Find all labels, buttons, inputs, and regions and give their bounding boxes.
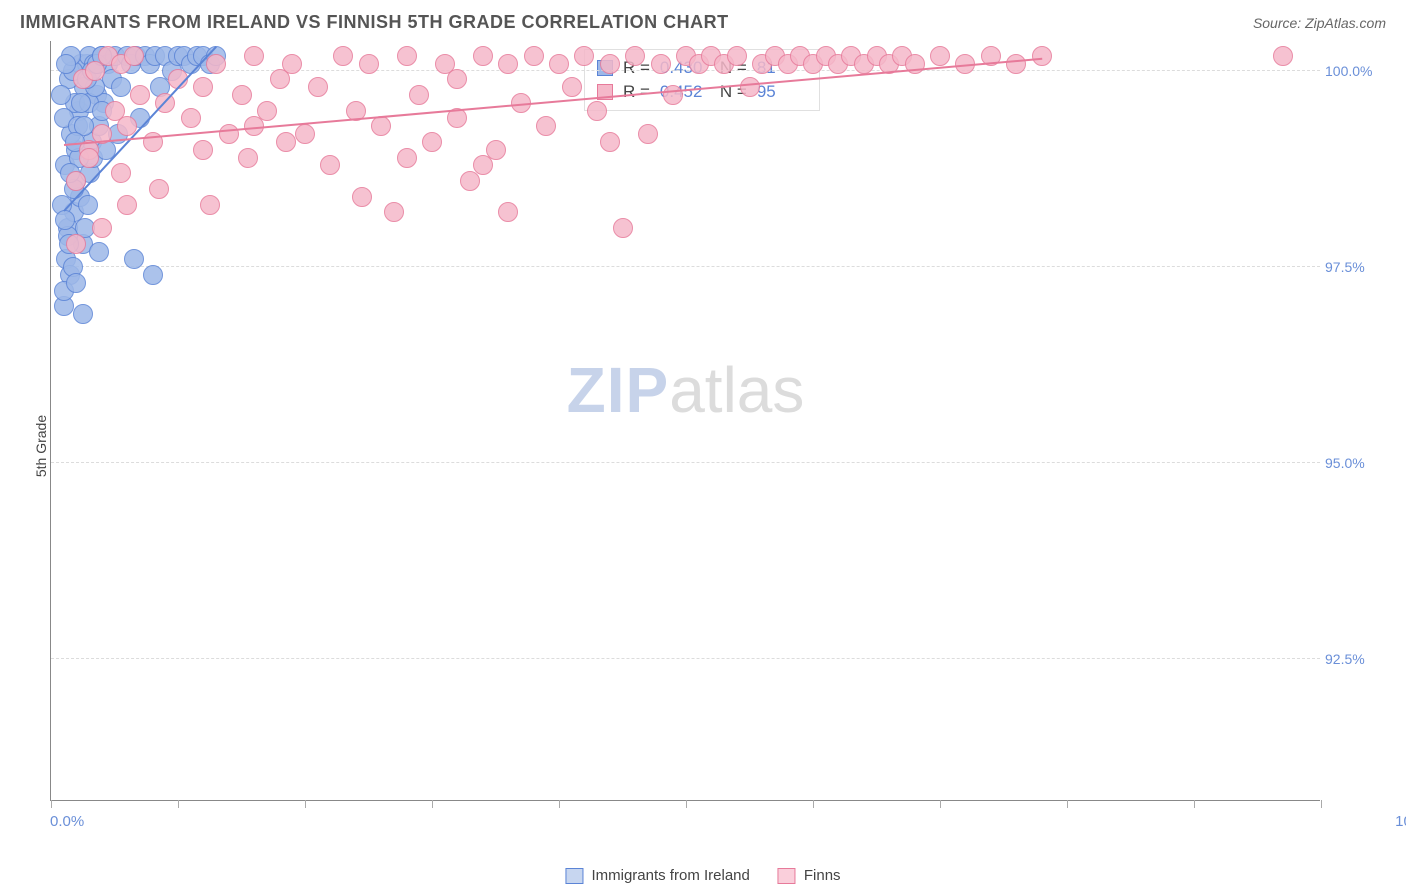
data-point bbox=[352, 187, 372, 207]
data-point bbox=[276, 132, 296, 152]
data-point bbox=[143, 265, 163, 285]
legend-label: Finns bbox=[804, 867, 841, 884]
x-axis-max-label: 100.0% bbox=[1395, 813, 1406, 830]
data-point bbox=[473, 46, 493, 66]
data-point bbox=[92, 218, 112, 238]
data-point bbox=[587, 101, 607, 121]
data-point bbox=[193, 140, 213, 160]
data-point bbox=[740, 77, 760, 97]
watermark: ZIPatlas bbox=[567, 353, 805, 427]
data-point bbox=[79, 148, 99, 168]
data-point bbox=[181, 108, 201, 128]
data-point bbox=[295, 124, 315, 144]
y-tick-label: 97.5% bbox=[1325, 259, 1380, 275]
data-point bbox=[111, 163, 131, 183]
data-point bbox=[124, 46, 144, 66]
data-point bbox=[149, 179, 169, 199]
data-point bbox=[397, 46, 417, 66]
data-point bbox=[422, 132, 442, 152]
stats-row: R =0.452N =95 bbox=[597, 80, 807, 104]
legend-swatch bbox=[778, 868, 796, 884]
legend-swatch bbox=[565, 868, 583, 884]
data-point bbox=[498, 202, 518, 222]
legend-item: Finns bbox=[778, 867, 841, 884]
data-point bbox=[536, 116, 556, 136]
data-point bbox=[930, 46, 950, 66]
y-tick-label: 92.5% bbox=[1325, 651, 1380, 667]
data-point bbox=[1273, 46, 1293, 66]
gridline bbox=[51, 266, 1320, 267]
data-point bbox=[320, 155, 340, 175]
data-point bbox=[663, 85, 683, 105]
data-point bbox=[651, 54, 671, 74]
data-point bbox=[89, 242, 109, 262]
data-point bbox=[638, 124, 658, 144]
data-point bbox=[206, 54, 226, 74]
data-point bbox=[371, 116, 391, 136]
data-point bbox=[282, 54, 302, 74]
data-point bbox=[498, 54, 518, 74]
gridline bbox=[51, 462, 1320, 463]
y-axis-label: 5th Grade bbox=[33, 415, 49, 477]
data-point bbox=[73, 304, 93, 324]
data-point bbox=[55, 210, 75, 230]
y-tick-label: 95.0% bbox=[1325, 455, 1380, 471]
data-point bbox=[397, 148, 417, 168]
legend-label: Immigrants from Ireland bbox=[591, 867, 749, 884]
data-point bbox=[384, 202, 404, 222]
data-point bbox=[200, 195, 220, 215]
data-point bbox=[51, 85, 71, 105]
data-point bbox=[66, 234, 86, 254]
data-point bbox=[359, 54, 379, 74]
data-point bbox=[549, 54, 569, 74]
data-point bbox=[238, 148, 258, 168]
source-attribution: Source: ZipAtlas.com bbox=[1253, 15, 1386, 31]
data-point bbox=[473, 155, 493, 175]
data-point bbox=[232, 85, 252, 105]
data-point bbox=[447, 69, 467, 89]
data-point bbox=[124, 249, 144, 269]
data-point bbox=[600, 132, 620, 152]
data-point bbox=[409, 85, 429, 105]
data-point bbox=[613, 218, 633, 238]
data-point bbox=[1006, 54, 1026, 74]
data-point bbox=[1032, 46, 1052, 66]
data-point bbox=[56, 54, 76, 74]
data-point bbox=[625, 46, 645, 66]
legend-item: Immigrants from Ireland bbox=[565, 867, 749, 884]
data-point bbox=[574, 46, 594, 66]
data-point bbox=[727, 46, 747, 66]
gridline bbox=[51, 658, 1320, 659]
data-point bbox=[66, 273, 86, 293]
data-point bbox=[117, 195, 137, 215]
stat-n-value: 95 bbox=[757, 82, 807, 102]
data-point bbox=[524, 46, 544, 66]
legend: Immigrants from Ireland Finns bbox=[565, 867, 840, 884]
scatter-plot-area: ZIPatlas R =0.430N =81R =0.452N =95 92.5… bbox=[50, 41, 1320, 801]
data-point bbox=[71, 93, 91, 113]
data-point bbox=[130, 85, 150, 105]
chart-title: IMMIGRANTS FROM IRELAND VS FINNISH 5TH G… bbox=[20, 12, 729, 33]
data-point bbox=[219, 124, 239, 144]
data-point bbox=[600, 54, 620, 74]
data-point bbox=[308, 77, 328, 97]
gridline bbox=[51, 70, 1320, 71]
data-point bbox=[193, 77, 213, 97]
x-axis-min-label: 0.0% bbox=[50, 813, 84, 830]
data-point bbox=[244, 46, 264, 66]
y-tick-label: 100.0% bbox=[1325, 63, 1380, 79]
data-point bbox=[78, 195, 98, 215]
data-point bbox=[562, 77, 582, 97]
data-point bbox=[111, 77, 131, 97]
data-point bbox=[333, 46, 353, 66]
